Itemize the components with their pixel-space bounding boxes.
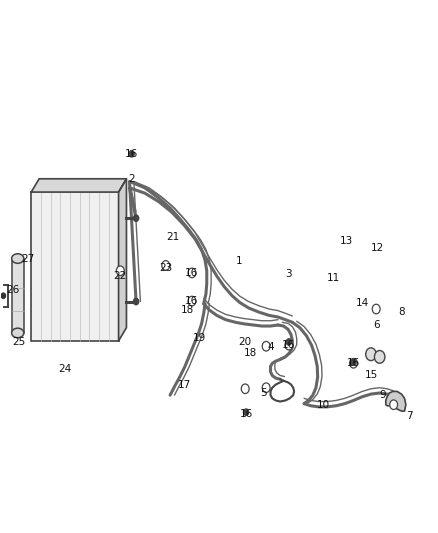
Text: 5: 5 [260, 388, 267, 398]
Text: 17: 17 [177, 379, 191, 390]
Text: 10: 10 [316, 400, 329, 410]
Circle shape [374, 351, 385, 364]
Circle shape [262, 383, 270, 392]
Circle shape [351, 359, 356, 366]
Text: 22: 22 [114, 271, 127, 281]
Text: 16: 16 [185, 296, 198, 306]
Text: 8: 8 [398, 306, 405, 317]
Ellipse shape [12, 254, 24, 263]
Text: 18: 18 [244, 348, 257, 358]
Circle shape [129, 151, 134, 157]
Text: 25: 25 [12, 337, 26, 347]
Text: 13: 13 [340, 236, 353, 246]
Text: 2: 2 [128, 174, 135, 184]
Text: 9: 9 [379, 390, 386, 400]
Circle shape [117, 266, 124, 276]
Ellipse shape [12, 328, 24, 338]
Bar [31, 192, 119, 341]
Text: 3: 3 [286, 270, 292, 279]
Text: 6: 6 [373, 320, 379, 330]
Polygon shape [386, 391, 406, 411]
Circle shape [162, 261, 170, 270]
Circle shape [366, 348, 376, 361]
Circle shape [390, 400, 398, 409]
Bar [12, 259, 24, 333]
Text: 16: 16 [125, 149, 138, 159]
Text: 16: 16 [240, 409, 253, 419]
Text: 19: 19 [193, 333, 206, 343]
Circle shape [350, 359, 357, 368]
Text: 4: 4 [267, 342, 274, 352]
Text: 11: 11 [327, 273, 340, 283]
Text: 16: 16 [185, 268, 198, 278]
Circle shape [134, 215, 139, 221]
Text: 27: 27 [21, 254, 35, 263]
Circle shape [241, 384, 249, 393]
Circle shape [134, 298, 139, 305]
Circle shape [285, 341, 293, 350]
Text: 1: 1 [235, 256, 242, 266]
Text: 12: 12 [371, 243, 384, 253]
Circle shape [286, 339, 291, 345]
Circle shape [372, 304, 380, 314]
Text: 15: 15 [364, 370, 378, 381]
Circle shape [188, 268, 196, 278]
Text: 18: 18 [181, 305, 194, 315]
Text: 20: 20 [238, 337, 251, 347]
Circle shape [188, 296, 196, 306]
Circle shape [262, 342, 270, 351]
Text: 23: 23 [159, 263, 173, 272]
Circle shape [1, 293, 6, 298]
Circle shape [244, 409, 249, 415]
Polygon shape [31, 179, 127, 192]
Text: 16: 16 [347, 358, 360, 368]
Text: 24: 24 [59, 364, 72, 374]
Text: 7: 7 [406, 411, 412, 422]
Polygon shape [119, 179, 127, 341]
Text: 14: 14 [356, 297, 369, 308]
Text: 16: 16 [282, 340, 296, 350]
Text: 21: 21 [166, 232, 180, 243]
Text: 26: 26 [6, 286, 20, 295]
